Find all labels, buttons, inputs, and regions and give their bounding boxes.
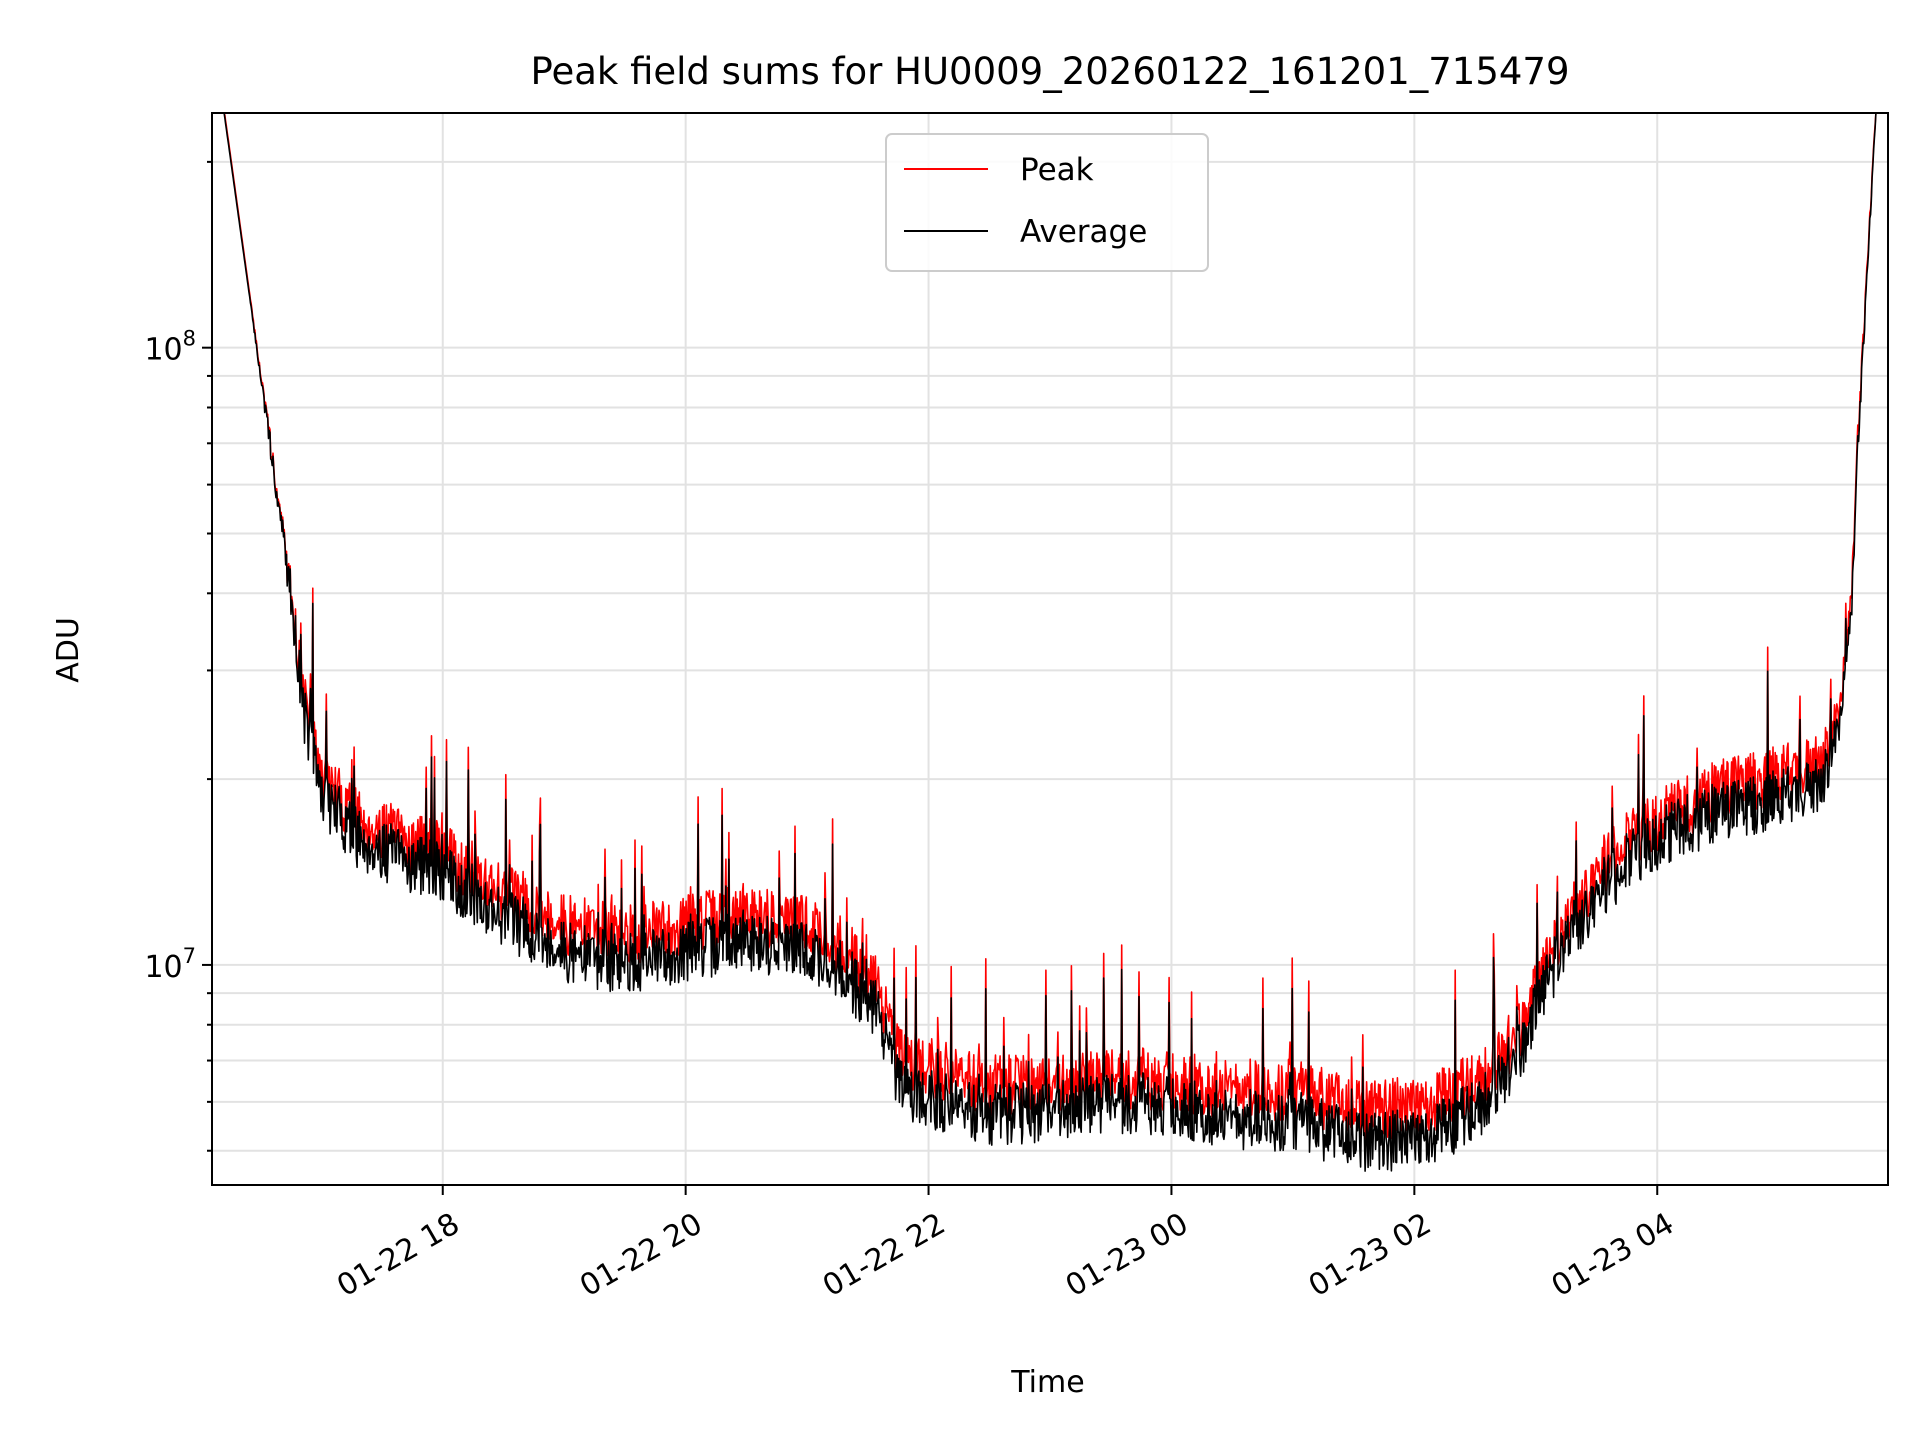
y-tick-label: 107 [144,944,196,985]
y-axis: 107 108 [144,160,212,1152]
series-line-average [223,112,1877,1172]
grid [212,113,1888,1185]
series-line-peak [223,112,1877,1140]
chart-title: Peak field sums for HU0009_20260122_1612… [530,50,1569,93]
x-axis-label: Time [1010,1365,1084,1400]
legend-label-peak: Peak [1020,152,1094,188]
legend-label-average: Average [1020,214,1147,250]
legend: Peak Average [885,133,1209,272]
y-axis-label: ADU [51,617,86,683]
series-layer [223,112,1877,1172]
plot-frame [211,112,1889,1186]
y-tick-label: 108 [144,327,196,368]
